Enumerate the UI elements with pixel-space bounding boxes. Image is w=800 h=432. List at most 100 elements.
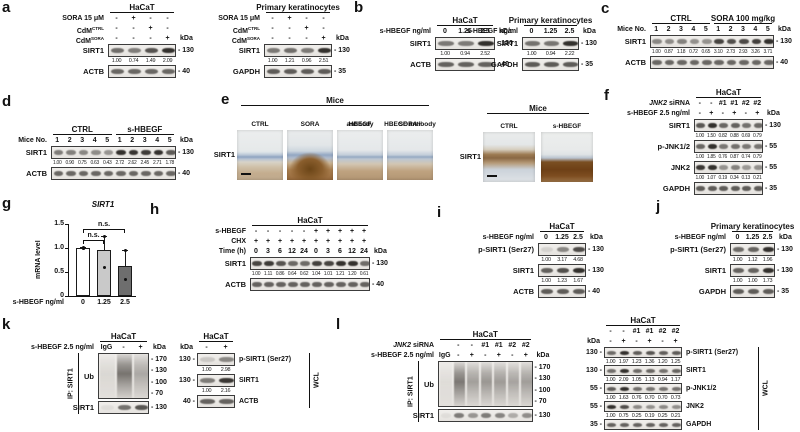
kda-marker: - 35 bbox=[581, 60, 594, 68]
quant-value: 0.61 bbox=[359, 271, 369, 277]
protein-band bbox=[696, 165, 706, 170]
mrna-bar-chart: SIRT1 0 0.5 1.0 1.5 mRNA level 0 1.25 2.5 s-HBEGF… bbox=[8, 198, 158, 316]
kda-marker: - 40 bbox=[776, 58, 789, 66]
label-part: GAPDH bbox=[232, 67, 260, 76]
y-tick-label: 1.0 bbox=[54, 244, 64, 251]
protein-band bbox=[753, 165, 762, 170]
blot-box bbox=[538, 243, 586, 256]
condition-value: + bbox=[313, 228, 319, 235]
protein-band bbox=[572, 289, 585, 294]
strip-label: GAPDH bbox=[686, 419, 756, 430]
quant-value: 1.25 bbox=[670, 359, 681, 365]
group-title: CTRL bbox=[71, 125, 93, 134]
ub-smear-lane bbox=[494, 362, 506, 406]
kda-marker: - 35 bbox=[777, 287, 790, 295]
protein-band bbox=[714, 39, 724, 44]
condition-value: - bbox=[254, 228, 258, 235]
kda-marker: - 35 bbox=[334, 67, 347, 75]
quant-value: 0.75 bbox=[618, 413, 629, 419]
kda-marker: - 100 bbox=[534, 387, 551, 394]
ihc-column-label-line: SORA+ bbox=[398, 120, 422, 128]
protein-band bbox=[284, 48, 297, 53]
condition-value: 2.5 bbox=[564, 28, 575, 35]
quant-value: 0.82 bbox=[718, 133, 728, 139]
blot-box bbox=[604, 347, 682, 358]
protein-band bbox=[467, 413, 478, 418]
protein-band bbox=[606, 422, 617, 427]
protein-band bbox=[632, 422, 643, 427]
kda-marker: - 40 bbox=[178, 67, 191, 75]
blot-box bbox=[435, 37, 495, 50]
blot-box bbox=[694, 119, 763, 132]
protein-band bbox=[732, 247, 745, 252]
protein-band bbox=[762, 247, 774, 252]
title-overline bbox=[110, 12, 174, 13]
strip-label: Ub bbox=[18, 353, 97, 399]
condition-value: + bbox=[138, 344, 143, 351]
protein-band bbox=[91, 171, 101, 176]
data-point bbox=[102, 265, 106, 269]
condition-label: Mice No. bbox=[604, 25, 646, 35]
significance-bracket bbox=[83, 228, 125, 233]
kda-marker: - 40 bbox=[588, 287, 601, 295]
quant-value: 1.23 bbox=[631, 359, 642, 365]
quant-value: 0.25 bbox=[631, 413, 642, 419]
condition-value: - bbox=[271, 35, 274, 42]
condition-value: 2 bbox=[67, 137, 72, 144]
quant-value: 2.52 bbox=[480, 51, 490, 57]
strip-label: p-SIRT1 (Ser27) bbox=[654, 243, 729, 256]
protein-band bbox=[689, 60, 700, 65]
quant-value: 1.97 bbox=[618, 359, 629, 365]
ihc-column-label: SORA+ HBEGF antibody bbox=[377, 108, 443, 128]
condition-value: 2.5 bbox=[480, 28, 490, 35]
quant-value: 1.04 bbox=[311, 271, 321, 277]
protein-band bbox=[556, 268, 570, 273]
ihc-row-label: SIRT1 bbox=[213, 150, 235, 159]
label-part: s-HBEGF ng/ml bbox=[379, 28, 431, 35]
label-part: s-HBEGF bbox=[215, 228, 246, 235]
quant-value: 0.72 bbox=[689, 49, 698, 55]
strip-label: GAPDH bbox=[622, 182, 693, 195]
protein-band bbox=[671, 368, 681, 373]
y-axis-tick bbox=[65, 224, 68, 225]
protein-band bbox=[78, 150, 88, 155]
ihc-column-label-line: CTRL bbox=[500, 122, 518, 130]
strip-label: ACTB bbox=[36, 65, 107, 78]
ihc-image bbox=[541, 132, 593, 182]
quant-value: 3.26 bbox=[751, 49, 760, 55]
data-point bbox=[102, 234, 106, 238]
kda-marker: 130 - bbox=[586, 348, 602, 356]
kda-marker: - 130 bbox=[765, 121, 781, 129]
condition-value: + bbox=[321, 35, 326, 42]
chart-title: SIRT1 bbox=[91, 200, 115, 209]
quant-value: 2.09 bbox=[162, 58, 173, 64]
kda-marker: - 130 bbox=[534, 375, 551, 382]
data-point bbox=[123, 248, 127, 252]
label-part: SIRT1 bbox=[496, 39, 518, 48]
protein-band bbox=[508, 413, 519, 418]
protein-band bbox=[572, 268, 585, 273]
strip-label: SIRT1 bbox=[192, 257, 249, 270]
quant-value: 1.00 bbox=[695, 175, 705, 181]
protein-band bbox=[91, 150, 101, 155]
condition-value: 0 bbox=[254, 248, 258, 255]
blot-box bbox=[730, 264, 775, 277]
condition-value: + bbox=[289, 238, 295, 245]
quant-value: 1.20 bbox=[657, 359, 668, 365]
ub-smear-lane bbox=[507, 362, 519, 406]
protein-band bbox=[664, 60, 675, 65]
strip-label: ACTB bbox=[5, 167, 50, 180]
quant-value: 0.94 bbox=[545, 51, 556, 57]
condition-value: #2 bbox=[671, 328, 680, 335]
ip-bracket-line bbox=[78, 353, 80, 414]
quant-value: 1.73 bbox=[762, 278, 773, 284]
protein-band bbox=[658, 368, 669, 373]
panel-letter-h: h bbox=[150, 201, 160, 218]
condition-value: 2 bbox=[666, 26, 671, 33]
blot-box bbox=[108, 44, 176, 57]
condition-value: 3 bbox=[142, 137, 147, 144]
protein-band bbox=[300, 282, 310, 287]
blot-box bbox=[108, 65, 176, 78]
label-part: SORA bbox=[246, 36, 260, 41]
quant-value: 0.19 bbox=[718, 175, 728, 181]
